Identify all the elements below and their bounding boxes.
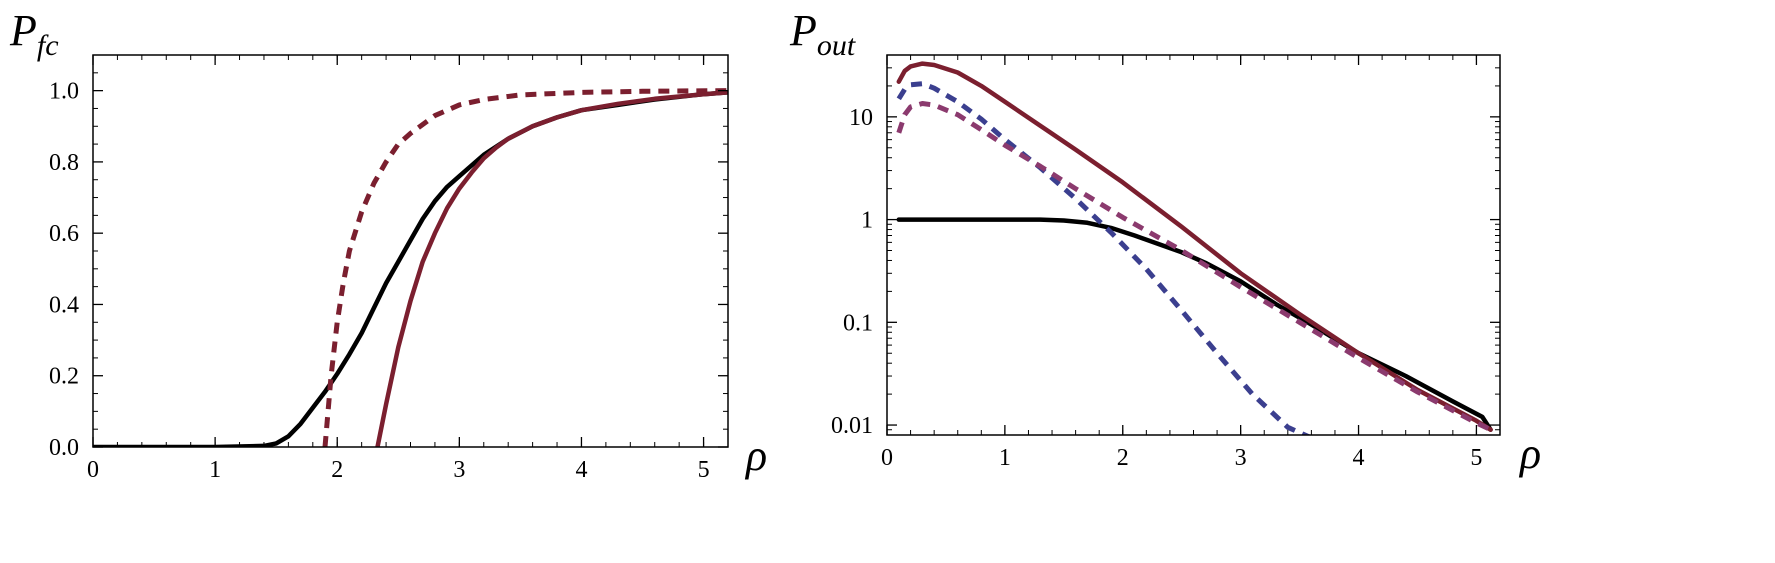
x-tick-label: 2 xyxy=(331,457,343,483)
right-chart-xlabel: ρ xyxy=(1518,429,1541,478)
left-chart-ylabel-sub: fc xyxy=(37,29,59,62)
y-tick-label: 0.1 xyxy=(843,310,873,336)
y-tick-label: 0.01 xyxy=(831,413,873,439)
x-tick-label: 0 xyxy=(87,457,99,483)
x-tick-label: 1 xyxy=(209,457,221,483)
right-chart-ylabel: Pout xyxy=(789,6,856,62)
x-tick-label: 1 xyxy=(999,445,1011,471)
series-line-simulation xyxy=(896,217,1493,432)
x-tick-label: 5 xyxy=(1470,445,1482,471)
left-chart-ylabel: Pfc xyxy=(9,6,59,62)
y-tick-label: 0.4 xyxy=(49,292,79,318)
left-chart-ylabel-main: P xyxy=(9,6,37,55)
right-chart-ylabel-sub: out xyxy=(817,29,856,62)
y-tick-label: 0.8 xyxy=(49,150,79,176)
y-tick-label: 1.0 xyxy=(49,79,79,105)
y-tick-label: 0.2 xyxy=(49,364,79,390)
y-tick-label: 0.6 xyxy=(49,221,79,247)
right-chart-ticks: 0 1 2 3 4 5 0.01 0.1 1 10 xyxy=(831,54,1500,471)
series-line-theory-dashed xyxy=(322,88,728,447)
y-tick-label: 1 xyxy=(861,208,873,234)
x-tick-label: 4 xyxy=(1353,445,1365,471)
x-tick-label: 3 xyxy=(1235,445,1247,471)
series-line-theory-solid xyxy=(375,90,728,447)
left-chart-panel: 0 1 2 3 4 5 0.0 0.2 0.4 0.6 0.8 1.0 Pfc ρ xyxy=(9,6,767,483)
right-chart-ylabel-main: P xyxy=(789,6,817,55)
y-tick-label: 10 xyxy=(849,105,873,131)
x-tick-label: 5 xyxy=(698,457,710,483)
left-chart-ticks: 0 1 2 3 4 5 0.0 0.2 0.4 0.6 0.8 1.0 xyxy=(49,55,728,483)
x-tick-label: 3 xyxy=(453,457,465,483)
series-line-theory-solid xyxy=(896,61,1493,432)
left-chart-xlabel: ρ xyxy=(744,431,767,480)
left-chart-frame xyxy=(92,54,729,448)
y-tick-label: 0.0 xyxy=(49,435,79,461)
series-line-theory-dashed-blue xyxy=(896,81,1312,435)
right-chart-frame xyxy=(886,54,1501,436)
left-chart-series-layer xyxy=(93,88,728,447)
series-line-theory-dashed-purple xyxy=(896,101,1492,432)
x-tick-label: 0 xyxy=(881,445,893,471)
series-line-simulation xyxy=(93,90,728,447)
x-tick-label: 4 xyxy=(575,457,587,483)
right-chart-series-layer xyxy=(896,61,1493,435)
right-chart-panel: 0 1 2 3 4 5 0.01 0.1 1 10 Pout ρ xyxy=(789,6,1541,478)
x-tick-label: 2 xyxy=(1117,445,1129,471)
